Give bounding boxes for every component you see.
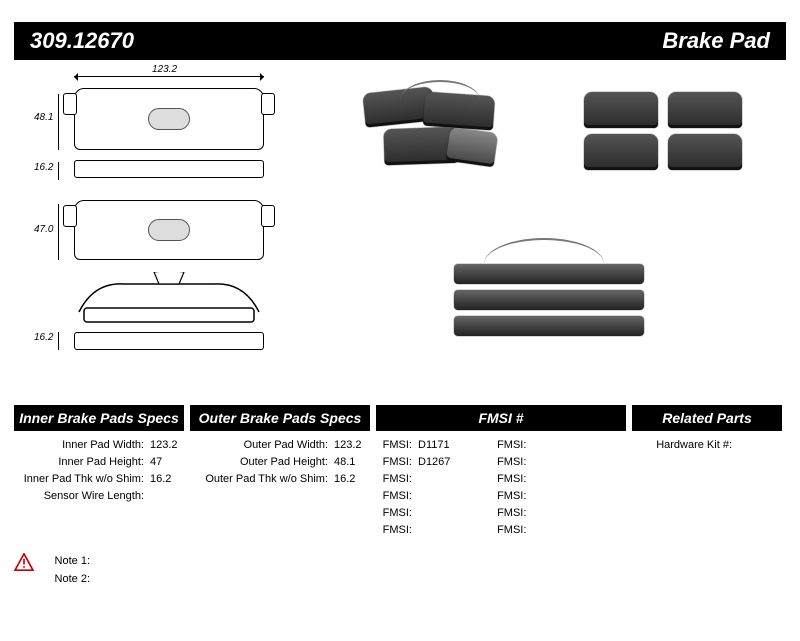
spec-row: Outer Pad Thk w/o Shim: 16.2 — [190, 471, 370, 488]
dim-inner-side: 16.2 — [34, 332, 53, 343]
note-lines: Note 1: Note 2: — [44, 553, 96, 588]
spec-value: 48.1 — [334, 454, 355, 471]
spec-value: 47 — [150, 454, 162, 471]
dim-line-inner-h — [58, 204, 59, 260]
dim-outer-side: 16.2 — [34, 162, 53, 173]
specs-section: Inner Brake Pads Specs Inner Pad Width: 1… — [14, 405, 786, 539]
fmsi-row: FMSI: — [490, 471, 532, 488]
dim-line-outer-side — [58, 162, 59, 180]
outer-specs-col: Outer Brake Pads Specs Outer Pad Width: 1… — [190, 405, 370, 539]
related-col: Related Parts Hardware Kit #: — [632, 405, 782, 539]
fmsi-row: FMSI: — [376, 505, 450, 522]
spec-row: Outer Pad Height: 48.1 — [190, 454, 370, 471]
diagram-area: 123.2 48.1 16.2 47.0 16.2 — [14, 60, 786, 405]
fmsi-label: FMSI: — [376, 488, 412, 505]
outer-specs-header: Outer Brake Pads Specs — [190, 405, 370, 431]
fmsi-col: FMSI # FMSI: D1171 FMSI: D1267 FMSI: FMSI:… — [376, 405, 626, 539]
fmsi-value: D1171 — [418, 437, 450, 454]
pad-stack — [454, 290, 644, 310]
fmsi-row: FMSI: — [490, 488, 532, 505]
spec-label: Hardware Kit #: — [632, 437, 732, 454]
note-row: Note 1: — [44, 553, 96, 571]
fmsi-label: FMSI: — [490, 488, 526, 505]
spec-value: 16.2 — [150, 471, 171, 488]
clip-wire — [484, 238, 604, 264]
fmsi-row: FMSI: — [376, 488, 450, 505]
spec-row: Outer Pad Width: 123.2 — [190, 437, 370, 454]
spec-label: Outer Pad Height: — [190, 454, 328, 471]
spec-label: Outer Pad Thk w/o Shim: — [190, 471, 328, 488]
spec-row: Inner Pad Height: 47 — [14, 454, 184, 471]
pad-photo — [584, 134, 658, 170]
fmsi-row: FMSI: — [490, 505, 532, 522]
dim-width: 123.2 — [152, 64, 177, 75]
engineering-drawings: 123.2 48.1 16.2 47.0 16.2 — [34, 70, 294, 350]
fmsi-row: FMSI: — [376, 522, 450, 539]
inner-pad-outline — [74, 200, 264, 260]
spec-row: Sensor Wire Length: — [14, 488, 184, 505]
fmsi-label: FMSI: — [376, 437, 412, 454]
fmsi-label: FMSI: — [376, 454, 412, 471]
inner-specs-header: Inner Brake Pads Specs — [14, 405, 184, 431]
part-type: Brake Pad — [662, 28, 770, 54]
warning-icon — [14, 553, 34, 571]
fmsi-row: FMSI: — [376, 471, 450, 488]
related-header: Related Parts — [632, 405, 782, 431]
note-label: Note 1: — [44, 553, 90, 571]
fmsi-label: FMSI: — [376, 505, 412, 522]
spec-label: Inner Pad Height: — [14, 454, 144, 471]
part-number: 309.12670 — [30, 28, 134, 54]
fmsi-label: FMSI: — [490, 522, 526, 539]
dim-line-inner-side — [58, 332, 59, 350]
note-label: Note 2: — [44, 571, 90, 589]
outer-pad-side — [74, 160, 264, 178]
fmsi-row: FMSI: — [490, 522, 532, 539]
fmsi-row: FMSI: — [490, 437, 532, 454]
pad-stack — [454, 316, 644, 336]
spec-value: 123.2 — [334, 437, 362, 454]
inner-pad-clip — [74, 272, 264, 326]
spec-label: Outer Pad Width: — [190, 437, 328, 454]
fmsi-row: FMSI: — [490, 454, 532, 471]
spec-value: 123.2 — [150, 437, 178, 454]
fmsi-value: D1267 — [418, 454, 450, 471]
fmsi-row: FMSI: D1171 — [376, 437, 450, 454]
spec-value: 16.2 — [334, 471, 355, 488]
fmsi-label: FMSI: — [376, 522, 412, 539]
pad-photo — [584, 92, 658, 128]
spec-label: Inner Pad Thk w/o Shim: — [14, 471, 144, 488]
clip-wire — [400, 80, 480, 100]
pad-photo — [668, 92, 742, 128]
dim-outer-height: 48.1 — [34, 112, 53, 123]
header-bar: 309.12670 Brake Pad — [14, 22, 786, 60]
dim-inner-height: 47.0 — [34, 224, 53, 235]
outer-pad-outline — [74, 88, 264, 150]
fmsi-label: FMSI: — [490, 454, 526, 471]
note-row: Note 2: — [44, 571, 96, 589]
fmsi-label: FMSI: — [376, 471, 412, 488]
pad-photo — [446, 127, 498, 167]
spec-label: Inner Pad Width: — [14, 437, 144, 454]
fmsi-label: FMSI: — [490, 471, 526, 488]
fmsi-label: FMSI: — [490, 505, 526, 522]
fmsi-left: FMSI: D1171 FMSI: D1267 FMSI: FMSI: FMSI: … — [376, 437, 450, 539]
notes-section: Note 1: Note 2: — [14, 553, 786, 588]
spec-row: Hardware Kit #: — [632, 437, 782, 454]
inner-specs-col: Inner Brake Pads Specs Inner Pad Width: 1… — [14, 405, 184, 539]
inner-pad-side — [74, 332, 264, 350]
fmsi-right: FMSI: FMSI: FMSI: FMSI: FMSI: FMSI: — [490, 437, 532, 539]
pad-stack — [454, 264, 644, 284]
fmsi-row: FMSI: D1267 — [376, 454, 450, 471]
dim-line-outer-h — [58, 94, 59, 150]
fmsi-header: FMSI # — [376, 405, 626, 431]
dim-line-width — [74, 76, 264, 77]
fmsi-label: FMSI: — [490, 437, 526, 454]
spec-row: Inner Pad Width: 123.2 — [14, 437, 184, 454]
pad-photo — [668, 134, 742, 170]
spec-label: Sensor Wire Length: — [14, 488, 144, 505]
spec-row: Inner Pad Thk w/o Shim: 16.2 — [14, 471, 184, 488]
